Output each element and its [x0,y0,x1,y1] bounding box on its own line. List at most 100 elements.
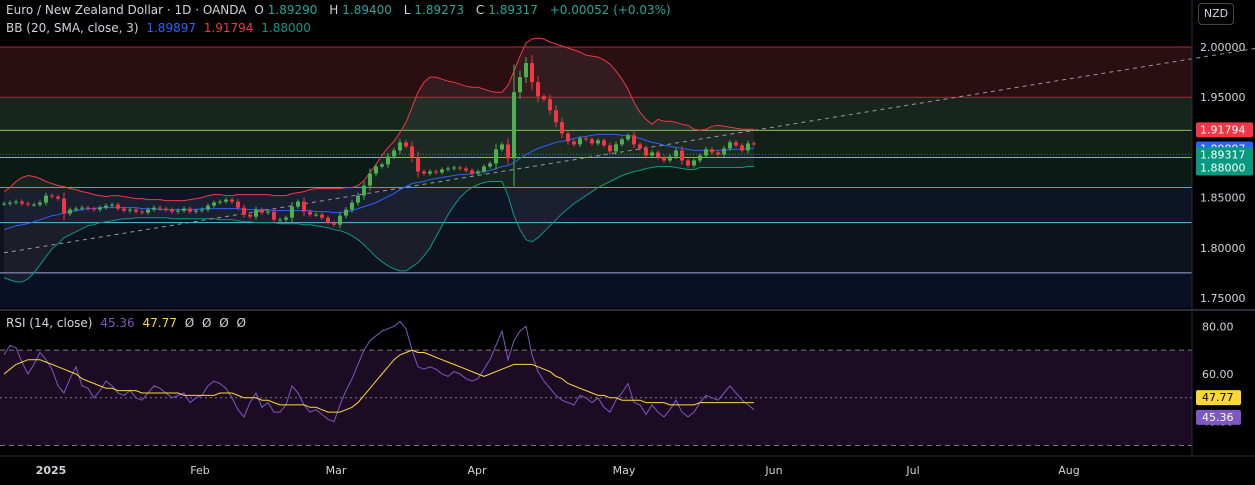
high-value: H 1.89400 [329,3,392,17]
candle-body-80 [482,166,486,172]
candle-body-14 [86,207,90,209]
time-tick-label-2: Mar [326,464,347,477]
candle-body-77 [464,168,468,171]
candle-body-28 [170,209,174,212]
candle-body-117 [704,149,708,156]
candle-body-59 [356,195,360,203]
candle-body-12 [74,208,78,210]
zone-3 [0,157,1192,188]
zone-4 [0,187,1192,223]
rsi-tick-label-0: 80.00 [1202,320,1234,333]
candle-body-64 [386,156,390,165]
candle-body-86 [518,77,522,93]
candle-body-125 [752,143,756,145]
candle-body-50 [302,201,306,212]
symbol-legend[interactable]: Euro / New Zealand Dollar · 1D · OANDA O… [6,3,675,17]
candle-body-27 [164,208,168,210]
candle-body-60 [362,185,366,196]
candle-body-82 [494,149,498,164]
bollinger-upper-line [3,37,754,202]
candle-body-106 [638,144,642,149]
bb-basis-value: 1.89897 [146,21,196,35]
candle-body-26 [158,207,162,209]
rsi-extra-3: Ø [219,316,229,330]
candle-body-45 [272,211,276,220]
candle-body-58 [350,202,354,210]
candle-body-68 [410,146,414,158]
candle-body-53 [320,214,324,218]
candle-body-110 [662,157,666,161]
rsi-label[interactable]: RSI (14, close) [6,316,93,330]
price-tick-label-0: 2.00000 [1200,41,1246,54]
candle-body-107 [644,148,648,156]
currency-button[interactable]: NZD [1198,3,1234,25]
candle-body-100 [602,140,606,146]
candle-body-121 [728,142,732,149]
main-pane-background [0,47,1192,308]
candle-body-67 [404,142,408,147]
time-axis[interactable]: 2025 Feb Mar Apr May Jun Jul Aug [36,464,1080,477]
rsi-value: 45.36 [100,316,135,330]
candle-body-29 [176,210,180,212]
candle-body-71 [428,171,432,174]
candle-body-44 [266,211,270,213]
candle-body-34 [206,205,210,210]
candle-body-112 [674,150,678,157]
candle-body-62 [374,166,378,174]
bb-label[interactable]: BB (20, SMA, close, 3) [6,21,139,35]
candle-body-115 [692,160,696,166]
candle-body-1 [8,202,12,204]
candle-body-72 [434,171,438,173]
rsi-extra-1: Ø [184,316,195,330]
candle-body-51 [308,211,312,215]
zone-6 [0,272,1192,308]
candle-body-36 [218,201,222,203]
candle-body-119 [716,152,720,155]
zone-5 [0,222,1192,273]
candle-body-102 [614,144,618,152]
candle-body-76 [458,167,462,169]
price-tick-label-1: 1.95000 [1200,91,1246,104]
price-tick-label-4: 1.80000 [1200,242,1246,255]
candle-body-85 [512,92,516,159]
candle-body-103 [620,139,624,145]
bollinger-lower-line [3,166,754,283]
candle-body-98 [590,139,594,144]
candle-body-65 [392,150,396,157]
candle-body-6 [38,202,42,205]
candle-body-17 [104,205,108,208]
price-tag-3-label: 1.88000 [1200,161,1246,174]
candle-body-55 [332,222,336,225]
candle-body-123 [740,145,744,151]
candle-body-20 [122,208,126,211]
rsi-tag-1-label: 45.36 [1202,411,1234,424]
rsi-legend[interactable]: RSI (14, close) 45.36 47.77 Ø Ø Ø Ø [6,316,250,330]
candle-body-87 [524,63,528,78]
bb-legend[interactable]: BB (20, SMA, close, 3) 1.89897 1.91794 1… [6,21,315,35]
candle-body-88 [530,63,534,83]
candle-body-4 [26,203,30,205]
candle-body-10 [62,198,66,214]
price-tick-label-5: 1.75000 [1200,292,1246,305]
price-tag-3-bg [1196,160,1253,176]
candle-body-92 [554,110,558,123]
candle-body-124 [746,143,750,151]
candle-body-42 [254,209,258,217]
candle-body-41 [248,214,252,217]
candle-body-21 [128,209,132,211]
price-tag-0-label: 1.91794 [1200,123,1246,136]
candle-body-57 [344,209,348,216]
candle-body-7 [44,195,48,203]
candle-body-66 [398,142,402,151]
rsi-tag-1-bg [1196,409,1241,425]
candle-body-96 [578,138,582,145]
candle-body-70 [422,171,426,174]
rsi-ma-line [3,349,754,413]
candle-body-94 [566,133,570,142]
symbol-title[interactable]: Euro / New Zealand Dollar · 1D · OANDA [6,3,247,17]
candle-body-75 [452,167,456,169]
low-value: L 1.89273 [403,3,465,17]
time-tick-label-1: Feb [190,464,209,477]
candle-body-104 [626,135,630,140]
